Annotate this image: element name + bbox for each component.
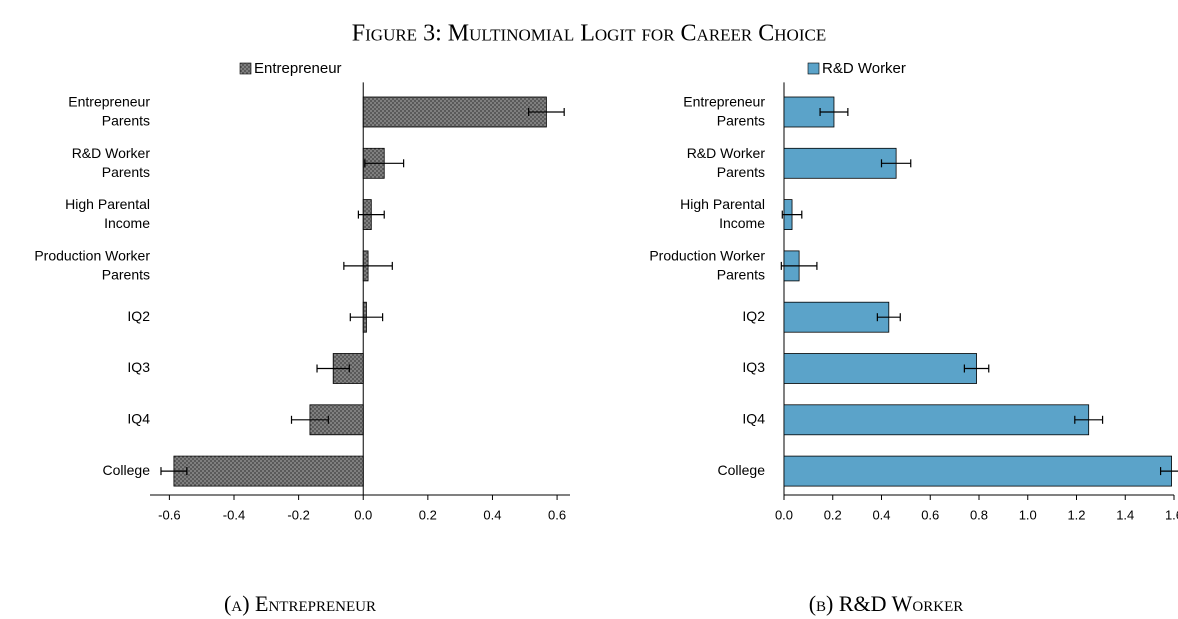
error-bar bbox=[780, 261, 818, 270]
category-label: IQ3 bbox=[742, 359, 765, 375]
category-label: High Parental Income bbox=[65, 196, 150, 231]
category-label: IQ4 bbox=[742, 411, 765, 427]
error-bar bbox=[1159, 467, 1178, 476]
category-label: IQ2 bbox=[127, 308, 150, 324]
x-tick-label: -0.4 bbox=[223, 507, 245, 522]
category-label: High Parental Income bbox=[680, 196, 765, 231]
bar bbox=[783, 404, 1090, 436]
error-bar bbox=[528, 108, 565, 116]
error-bar bbox=[290, 415, 329, 424]
x-tick-label: 0.0 bbox=[775, 507, 793, 522]
x-tick-label: 0.6 bbox=[548, 507, 566, 522]
x-tick-label: 0.2 bbox=[419, 507, 437, 522]
category-label: R&D Worker Parents bbox=[687, 145, 766, 180]
error-bar bbox=[160, 467, 188, 476]
figure-title: Figure 3: Multinomial Logit for Career C… bbox=[352, 21, 826, 47]
error-bar bbox=[364, 159, 405, 168]
error-bar bbox=[880, 159, 912, 168]
bar bbox=[783, 353, 977, 384]
error-bar bbox=[781, 210, 803, 219]
category-label: IQ4 bbox=[127, 411, 150, 427]
bar bbox=[783, 455, 1172, 487]
x-tick-label: -0.2 bbox=[287, 507, 309, 522]
x-tick-label: -0.6 bbox=[158, 507, 180, 522]
x-tick-label: 1.0 bbox=[1019, 507, 1037, 522]
legend-label: Entrepreneur bbox=[254, 60, 342, 77]
x-tick-label: 0.4 bbox=[872, 507, 890, 522]
error-bar bbox=[819, 108, 849, 116]
legend-label: R&D Worker bbox=[822, 60, 906, 77]
category-label: IQ3 bbox=[127, 359, 150, 375]
error-bar bbox=[349, 313, 384, 322]
error-bar bbox=[343, 261, 393, 270]
error-bar bbox=[357, 210, 385, 219]
error-bar bbox=[876, 313, 901, 322]
x-tick-label: 0.2 bbox=[824, 507, 842, 522]
category-label: Entrepreneur Parents bbox=[68, 93, 150, 128]
category-label: IQ2 bbox=[742, 308, 765, 324]
x-tick-label: 0.0 bbox=[354, 507, 372, 522]
category-label: College bbox=[103, 462, 151, 478]
category-label: Entrepreneur Parents bbox=[683, 93, 765, 128]
bar bbox=[783, 301, 890, 333]
bar bbox=[362, 96, 547, 128]
x-tick-label: 0.4 bbox=[483, 507, 501, 522]
legend-swatch bbox=[807, 62, 820, 75]
x-tick-label: 0.6 bbox=[921, 507, 939, 522]
error-bar bbox=[316, 364, 350, 373]
legend-swatch bbox=[239, 62, 252, 75]
caption: (a) Entrepreneur bbox=[224, 591, 376, 616]
x-tick-label: 1.6 bbox=[1165, 507, 1178, 522]
category-label: College bbox=[718, 462, 766, 478]
category-label: Production Worker Parents bbox=[649, 247, 765, 282]
x-tick-label: 1.2 bbox=[1067, 507, 1085, 522]
x-tick-label: 0.8 bbox=[970, 507, 988, 522]
x-tick-label: 1.4 bbox=[1116, 507, 1134, 522]
error-bar bbox=[1074, 415, 1104, 424]
category-label: Production Worker Parents bbox=[34, 247, 150, 282]
error-bar bbox=[963, 364, 990, 373]
bar bbox=[783, 147, 897, 179]
caption: (b) R&D Worker bbox=[809, 591, 964, 616]
category-label: R&D Worker Parents bbox=[72, 145, 151, 180]
bar bbox=[173, 455, 364, 487]
